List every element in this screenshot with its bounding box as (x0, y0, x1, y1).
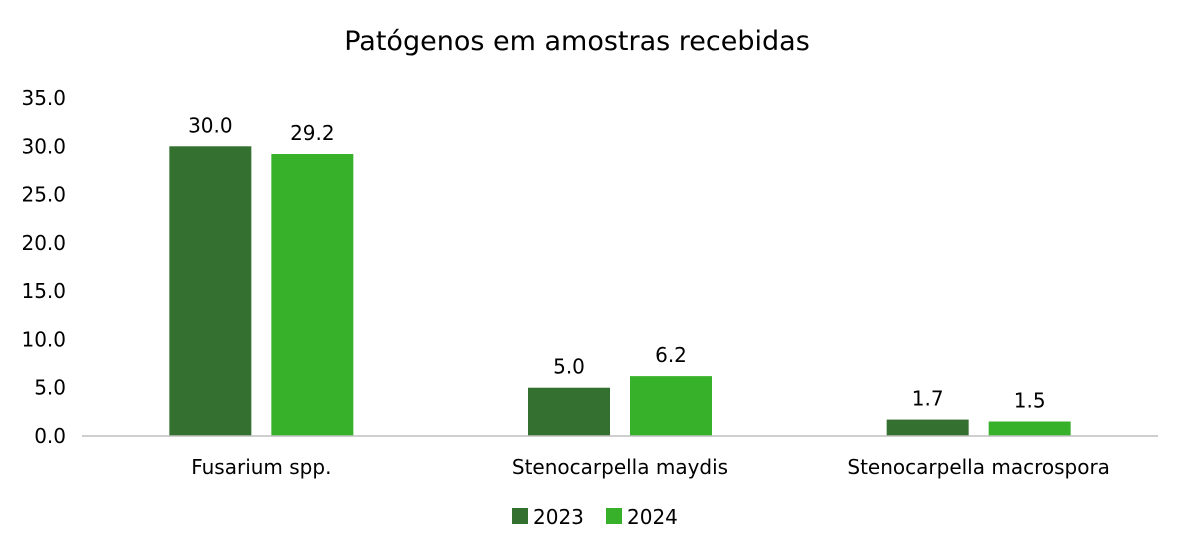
chart-title: Patógenos em amostras recebidas (344, 26, 810, 57)
y-axis: 0.0 5.0 10.0 15.0 20.0 25.0 30.0 35.0 (21, 86, 66, 448)
y-tick-label: 20.0 (21, 231, 66, 255)
data-label: 5.0 (553, 355, 585, 379)
data-label: 1.5 (1014, 389, 1046, 413)
bars (169, 146, 1071, 437)
y-tick-label: 15.0 (21, 279, 66, 303)
data-label: 6.2 (655, 343, 687, 367)
y-tick-label: 5.0 (34, 376, 66, 400)
x-category-label: Fusarium spp. (191, 455, 331, 479)
legend-label: 2023 (533, 505, 584, 529)
data-label: 1.7 (912, 387, 944, 411)
legend-swatch-2023 (512, 508, 528, 524)
bar-2023-2 (528, 387, 610, 436)
bar-2024-2 (630, 376, 712, 436)
bar-2024-1 (271, 154, 354, 437)
legend-label: 2024 (627, 505, 678, 529)
x-category-label: Stenocarpella maydis (512, 455, 728, 479)
y-tick-label: 30.0 (21, 134, 66, 158)
y-tick-label: 25.0 (21, 183, 66, 207)
data-label: 30.0 (188, 113, 233, 137)
legend: 2023 2024 (512, 505, 678, 529)
data-label: 29.2 (290, 121, 335, 145)
legend-swatch-2024 (606, 508, 622, 524)
x-axis: Fusarium spp. Stenocarpella maydis Stenoca… (191, 455, 1110, 479)
bar-2023-3 (886, 419, 969, 436)
x-category-label: Stenocarpella macrospora (847, 455, 1110, 479)
data-labels: 30.0 29.2 5.0 6.2 1.7 1.5 (188, 113, 1046, 412)
y-tick-label: 0.0 (34, 424, 66, 448)
bar-2024-3 (988, 421, 1071, 436)
bar-2023-1 (169, 146, 252, 437)
y-tick-label: 10.0 (21, 327, 66, 351)
y-tick-label: 35.0 (21, 86, 66, 110)
